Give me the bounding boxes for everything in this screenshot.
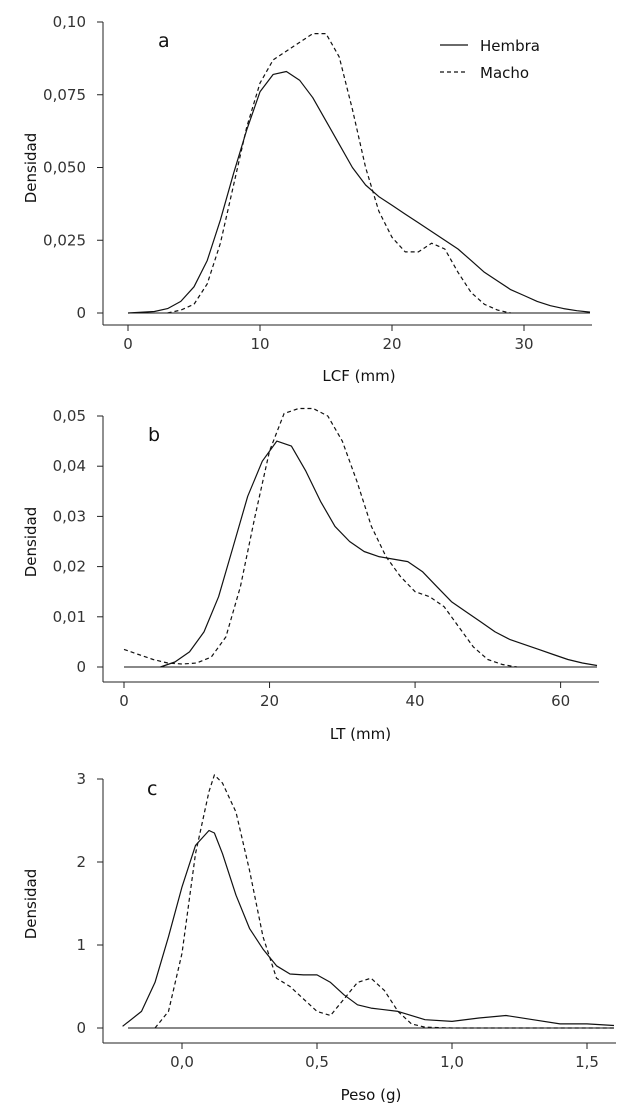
panel-c-y-tick-label: 1 [76, 936, 86, 954]
panel-a-y-tick-label: 0,10 [53, 13, 86, 31]
legend-hembra-label: Hembra [480, 37, 540, 55]
panel-a-x-tick-label: 10 [250, 335, 269, 353]
panel-c-letter: c [147, 778, 157, 800]
panel-c-series-hembra-line [122, 829, 615, 1027]
panel-a-y-axis-title: Densidad [22, 133, 40, 204]
panel-c-x-tick-label: 0,0 [170, 1053, 194, 1071]
panel-b-y-tick-label: 0,01 [53, 608, 86, 626]
panel-a-letter: a [158, 30, 170, 52]
panel-a-x-tick-label: 30 [514, 335, 533, 353]
panel-b-y-tick-label: 0,04 [53, 457, 86, 475]
panel-b-series-hembra-line [160, 440, 598, 668]
panel-a-y-tick-label: 0 [76, 304, 86, 322]
panel-c-x-tick-label: 0,5 [305, 1053, 329, 1071]
panel-b-y-tick-label: 0,02 [53, 558, 86, 576]
panel-a-y-tick-label: 0,050 [43, 159, 86, 177]
panel-a-x-tick-label: 0 [123, 335, 133, 353]
panel-a-y-tick-label: 0,075 [43, 86, 86, 104]
panel-c-x-axis-title: Peso (g) [341, 1086, 402, 1104]
panel-c-y-axis-title: Densidad [22, 869, 40, 940]
panel-c-x-tick-label: 1,0 [440, 1053, 464, 1071]
panel-a-y-tick-label: 0,025 [43, 231, 86, 249]
panel-b-x-tick-label: 60 [551, 692, 570, 710]
panel-a-x-axis-title: LCF (mm) [322, 367, 395, 385]
panel-c-y-tick-label: 2 [76, 853, 86, 871]
panel-b-letter: b [148, 424, 160, 446]
panel-b-series-macho-line [123, 407, 518, 668]
panel-b-y-axis-title: Densidad [22, 507, 40, 578]
panel-b-x-tick-label: 20 [260, 692, 279, 710]
panel-a-x-tick-label: 20 [382, 335, 401, 353]
legend-macho-label: Macho [480, 64, 529, 82]
panel-b-x-axis-title: LT (mm) [330, 725, 391, 743]
panel-b-y-tick-label: 0,03 [53, 507, 86, 525]
panel-c-y-tick-label: 0 [76, 1019, 86, 1037]
panel-a-series-hembra-line [127, 70, 591, 314]
panel-b-x-tick-label: 0 [119, 692, 129, 710]
panel-c-x-tick-label: 1,5 [575, 1053, 599, 1071]
panel-a-series-macho-line [167, 32, 511, 314]
legend: Hembra Macho [440, 37, 540, 82]
panel-c-y-tick-label: 3 [76, 770, 86, 788]
panel-b-y-tick-label: 0,05 [53, 407, 86, 425]
panel-b-y-tick-label: 0 [76, 658, 86, 676]
panel-c-series-macho-line [154, 774, 614, 1029]
panel-b-x-tick-label: 40 [406, 692, 425, 710]
